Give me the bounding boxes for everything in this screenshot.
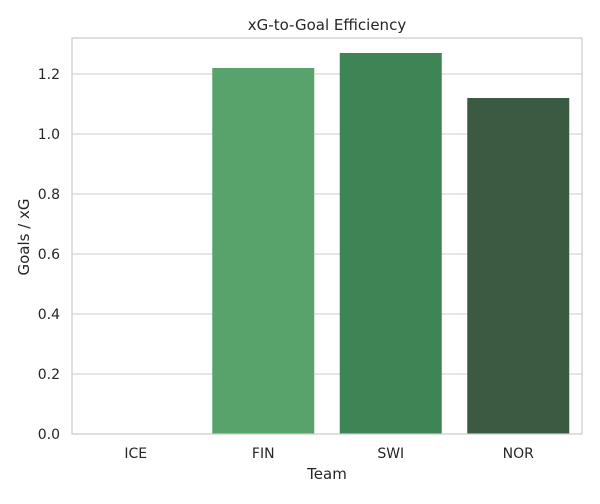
x-tick-label: FIN [252,446,275,462]
y-axis-label: Goals / xG [15,198,33,275]
x-axis-label: Team [306,465,347,483]
x-tick-label: NOR [503,446,534,462]
y-tick-label: 0.6 [38,247,60,263]
y-tick-label: 1.0 [38,127,60,143]
plot-frame [71,37,583,435]
chart-title: xG-to-Goal Efficiency [248,16,407,34]
gridlines [72,73,582,435]
x-tick-label: SWI [377,446,404,462]
bar-fin [212,68,315,434]
bar-nor [467,98,570,434]
y-tick-label: 0.4 [38,307,60,323]
y-tick-label: 1.2 [38,67,60,83]
y-tick-label: 0.8 [38,187,60,203]
x-tick-label: ICE [124,446,147,462]
bar-swi [339,53,442,434]
y-tick-label: 0.0 [38,427,60,443]
y-tick-labels: 0.0 0.2 0.4 0.6 0.8 1.0 1.2 [38,67,60,443]
bars [212,53,570,434]
y-tick-label: 0.2 [38,367,60,383]
x-tick-labels: ICE FIN SWI NOR [124,446,534,462]
